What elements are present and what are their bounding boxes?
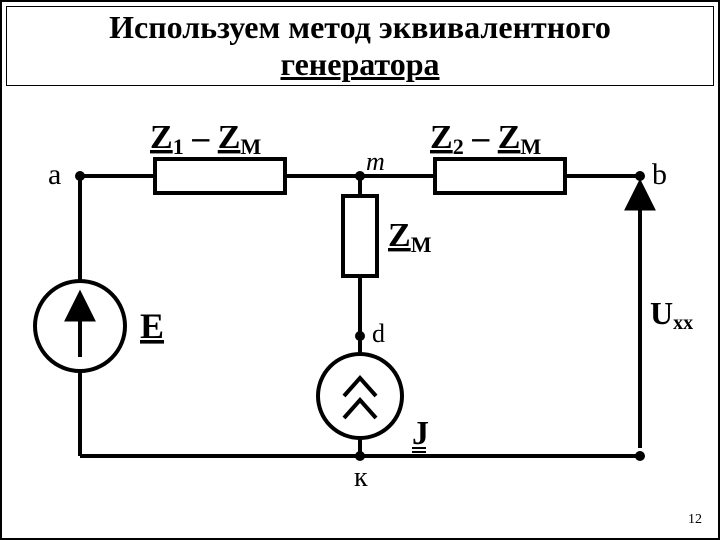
svg-text:m: m — [366, 147, 385, 176]
title-line-2: генератора — [7, 46, 713, 85]
svg-text:Z1 – ZM: Z1 – ZM — [150, 119, 261, 159]
svg-text:J: J — [412, 415, 429, 452]
svg-text:ZM: ZM — [388, 217, 432, 257]
slide-title: Используем метод эквивалентного генерато… — [6, 6, 714, 86]
svg-text:Uxx: Uxx — [650, 295, 693, 334]
svg-text:d: d — [372, 319, 385, 348]
page-number: 12 — [688, 512, 702, 528]
svg-text:a: a — [48, 158, 61, 191]
svg-text:к: к — [354, 462, 368, 493]
svg-text:Z2 – ZM: Z2 – ZM — [430, 119, 541, 159]
circuit-diagram: Z1 – ZM Z2 – ZM ZM E J Uxx a m b d к — [10, 96, 710, 516]
title-line-1: Используем метод эквивалентного — [7, 7, 713, 46]
svg-text:b: b — [652, 158, 667, 191]
svg-text:E: E — [140, 306, 164, 346]
